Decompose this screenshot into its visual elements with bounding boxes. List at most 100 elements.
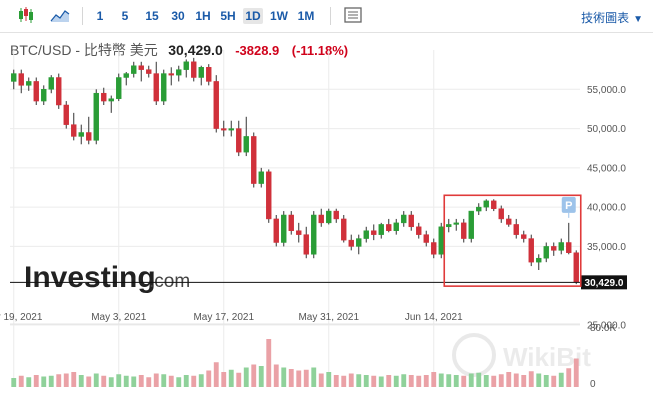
candle-body xyxy=(131,65,137,74)
investing-logo-text: Investing xyxy=(24,261,156,294)
volume-bar xyxy=(513,373,519,387)
candle-body xyxy=(198,67,204,78)
last-price: 30,429.0 xyxy=(168,42,223,58)
interval-1-button[interactable]: 1 xyxy=(96,9,104,23)
candle-body xyxy=(11,73,17,82)
volume-bar xyxy=(18,375,24,387)
volume-bar xyxy=(78,375,84,387)
interval-1m-button[interactable]: 1M xyxy=(297,9,315,23)
highlight-box xyxy=(443,194,582,287)
volume-bar xyxy=(131,376,137,387)
x-tick-label: May 31, 2021 xyxy=(298,312,359,323)
volume-bar xyxy=(288,369,294,387)
instrument-name: BTC/USD - 比特幣 美元 xyxy=(10,42,158,58)
volume-bar xyxy=(116,374,122,387)
candle-body xyxy=(266,171,272,220)
candle-body xyxy=(273,218,279,243)
y-tick-label: 55,000.0 xyxy=(587,85,626,96)
candle-body xyxy=(431,242,437,255)
volume-bar xyxy=(393,375,399,387)
candle-body xyxy=(318,214,324,224)
volume-bar xyxy=(371,375,377,387)
candle-body xyxy=(123,73,129,78)
volume-bar xyxy=(341,375,347,387)
candle-body xyxy=(386,224,392,231)
volume-bar xyxy=(228,369,234,387)
volume-bar xyxy=(11,378,17,387)
candle-body xyxy=(48,77,54,90)
volume-bar xyxy=(153,373,159,387)
volume-bar xyxy=(438,373,444,387)
candle-body xyxy=(401,214,407,224)
candle-body xyxy=(33,81,39,102)
volume-bar xyxy=(71,372,77,387)
interval-5h-button[interactable]: 5H xyxy=(220,9,236,23)
volume-bar xyxy=(221,372,227,387)
candle-body xyxy=(528,238,534,263)
candle-body xyxy=(191,61,197,78)
interval-1h-button[interactable]: 1H xyxy=(195,9,211,23)
interval-30-button[interactable]: 30 xyxy=(171,9,185,23)
interval-5-button[interactable]: 5 xyxy=(121,9,129,23)
candle-body xyxy=(63,104,69,125)
volume-bar xyxy=(528,371,534,387)
volume-bar xyxy=(536,373,542,387)
candle-body xyxy=(138,65,144,70)
volume-bar xyxy=(408,375,414,387)
candle-body xyxy=(521,234,527,239)
volume-bar xyxy=(506,372,512,387)
volume-axis-max-label: 80.0K xyxy=(590,323,616,334)
candle-body xyxy=(543,246,549,259)
volume-bar xyxy=(183,375,189,387)
volume-bar xyxy=(303,369,309,387)
candle-body xyxy=(18,73,24,86)
volume-bar xyxy=(491,375,497,387)
volume-bar xyxy=(378,376,384,387)
candle-body xyxy=(311,214,317,255)
volume-bar xyxy=(161,374,167,387)
volume-bar xyxy=(86,376,92,387)
candle-body xyxy=(183,61,189,70)
volume-bar xyxy=(521,375,527,387)
candle-body xyxy=(146,69,152,74)
table-icon[interactable] xyxy=(343,6,363,24)
candle-body xyxy=(371,230,377,235)
candlestick-icon[interactable] xyxy=(16,6,36,24)
candle-body xyxy=(258,171,264,184)
candle-body xyxy=(483,200,489,208)
volume-bar xyxy=(251,364,257,387)
candle-body xyxy=(153,73,159,102)
price-change: -3828.9 xyxy=(235,43,280,58)
mountain-chart-icon[interactable] xyxy=(50,6,70,24)
instrument-header: BTC/USD - 比特幣 美元 30,429.0 -3828.9 (-11.1… xyxy=(10,40,348,62)
x-tick-label: Jun 14, 2021 xyxy=(405,312,463,323)
volume-bar xyxy=(468,373,474,387)
volume-bar xyxy=(176,377,182,387)
y-tick-label: 50,000.0 xyxy=(587,124,626,135)
volume-bar xyxy=(56,374,62,387)
technical-chart-menu[interactable]: 技術圖表 ▼ xyxy=(581,9,643,26)
candle-body xyxy=(513,224,519,235)
volume-bar xyxy=(101,375,107,387)
interval-1d-button[interactable]: 1D xyxy=(243,8,263,24)
candle-body xyxy=(236,128,242,153)
volume-bar xyxy=(191,375,197,387)
volume-bar xyxy=(266,339,272,387)
candle-body xyxy=(498,208,504,220)
interval-1w-button[interactable]: 1W xyxy=(270,9,288,23)
volume-bar xyxy=(543,375,549,387)
volume-bar xyxy=(476,372,482,387)
volume-bar xyxy=(461,375,467,387)
candle-body xyxy=(206,67,212,82)
candle-body xyxy=(108,98,114,102)
volume-bar xyxy=(566,368,572,387)
candle-body xyxy=(116,77,122,99)
candle-body xyxy=(453,222,459,225)
volume-bar xyxy=(363,375,369,387)
interval-15-button[interactable]: 15 xyxy=(145,9,159,23)
toolbar-divider xyxy=(82,7,83,25)
candle-body xyxy=(408,214,414,228)
candle-body xyxy=(176,69,182,76)
candle-body xyxy=(326,210,332,224)
